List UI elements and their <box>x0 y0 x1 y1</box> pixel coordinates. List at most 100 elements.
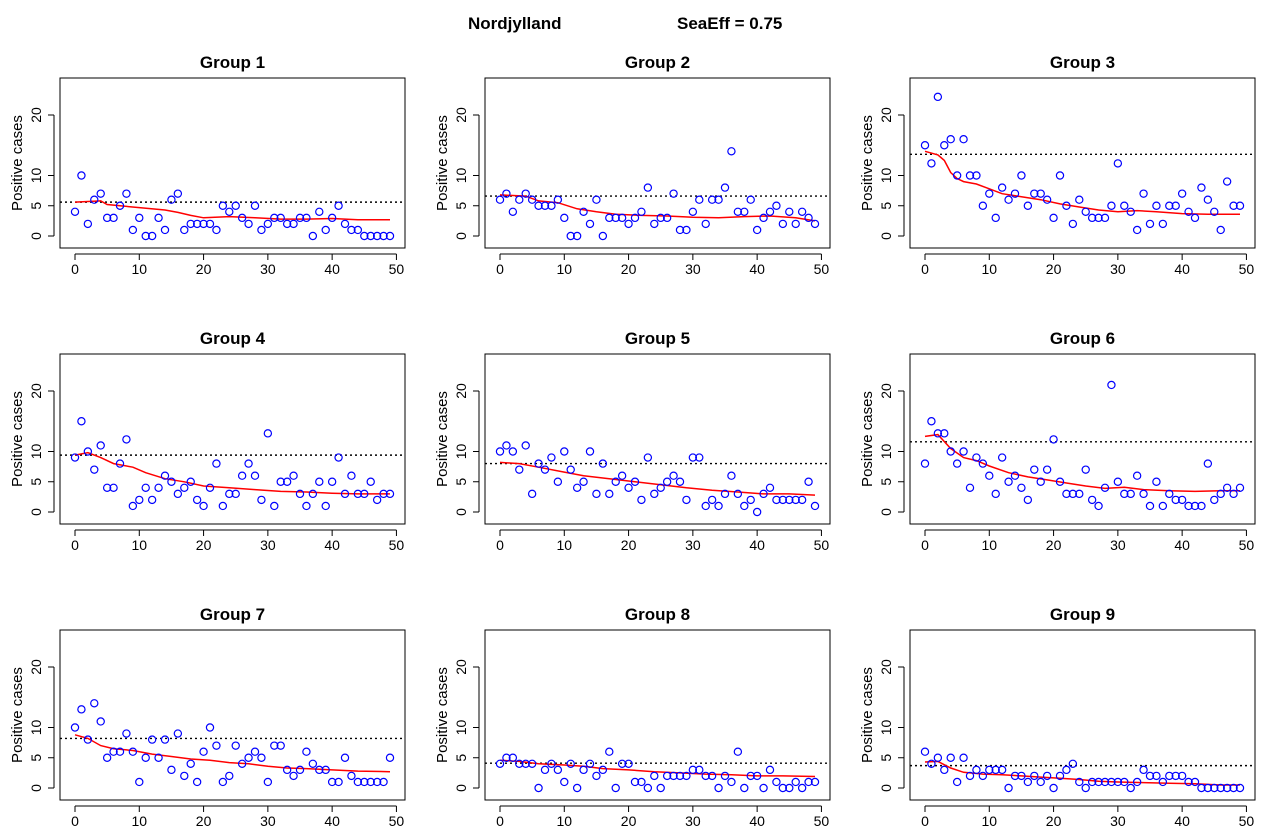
data-point <box>553 765 563 775</box>
data-point <box>534 459 543 468</box>
data-point <box>707 771 717 781</box>
x-tick-label: 50 <box>814 537 830 553</box>
data-point <box>154 483 163 492</box>
data-point <box>1081 783 1090 793</box>
data-point <box>1107 201 1116 210</box>
data-point <box>765 207 775 216</box>
data-point <box>624 759 633 769</box>
data-point <box>122 729 131 738</box>
x-tick-label: 10 <box>981 261 997 277</box>
data-point <box>579 765 588 775</box>
data-point <box>154 753 163 762</box>
data-point <box>1010 189 1020 198</box>
x-tick-label: 20 <box>621 261 637 277</box>
data-point <box>940 765 949 775</box>
data-point <box>598 231 608 241</box>
data-point <box>1030 189 1039 198</box>
data-point <box>946 753 955 762</box>
x-tick-label: 20 <box>1046 537 1062 553</box>
data-point <box>611 783 620 793</box>
data-point <box>701 771 710 781</box>
y-tick-label: 5 <box>28 202 44 210</box>
data-point <box>276 477 285 486</box>
data-point <box>1203 195 1213 204</box>
data-point <box>727 147 736 156</box>
data-point <box>218 201 228 210</box>
data-point <box>508 447 518 456</box>
data-point <box>218 501 228 511</box>
data-point <box>360 489 369 499</box>
data-point <box>765 483 775 492</box>
data-point <box>102 213 112 223</box>
data-point <box>804 213 813 223</box>
data-point <box>675 225 685 235</box>
data-point <box>160 225 170 235</box>
data-point <box>1177 771 1187 781</box>
data-point <box>1094 213 1103 223</box>
data-point <box>746 495 755 505</box>
data-point <box>276 213 285 223</box>
data-point <box>1081 207 1090 216</box>
data-point <box>579 477 588 486</box>
data-point <box>946 447 955 456</box>
data-point <box>205 483 215 492</box>
data-point <box>1107 777 1116 787</box>
data-point <box>385 231 395 241</box>
x-tick-label: 20 <box>196 537 212 553</box>
x-tick-label: 30 <box>685 261 701 277</box>
data-point <box>611 213 620 223</box>
data-point <box>263 777 273 787</box>
data-point <box>797 207 807 216</box>
data-point <box>1139 765 1148 775</box>
data-point <box>315 477 324 486</box>
data-point <box>675 477 685 486</box>
panel-title: Group 5 <box>625 329 690 348</box>
data-point <box>785 495 794 505</box>
data-point <box>186 477 195 486</box>
data-point <box>617 213 627 223</box>
data-point <box>1184 777 1193 787</box>
data-point <box>617 471 627 480</box>
data-point <box>83 447 93 456</box>
x-tick-label: 10 <box>556 813 572 826</box>
data-point <box>752 771 762 781</box>
data-point <box>1042 771 1052 781</box>
data-point <box>598 459 608 468</box>
data-point <box>521 759 530 769</box>
data-point <box>295 489 305 499</box>
x-tick-label: 20 <box>1046 813 1062 826</box>
data-point <box>810 219 820 229</box>
data-point <box>1190 777 1200 787</box>
data-point <box>695 765 704 775</box>
data-point <box>997 183 1007 192</box>
data-point <box>135 213 144 223</box>
data-point <box>372 495 382 505</box>
data-point <box>379 231 388 241</box>
data-point <box>192 219 202 229</box>
data-point <box>521 441 530 450</box>
data-point <box>740 207 749 216</box>
x-tick-label: 10 <box>981 537 997 553</box>
data-point <box>547 759 556 769</box>
data-point <box>83 219 93 229</box>
data-point <box>231 201 240 210</box>
y-tick-label: 0 <box>28 784 44 792</box>
data-point <box>1145 219 1155 229</box>
y-tick-label: 5 <box>878 754 894 762</box>
data-point <box>1229 783 1238 793</box>
data-point <box>1145 771 1155 781</box>
trend-line <box>924 150 1240 215</box>
data-point <box>707 195 717 204</box>
x-tick-label: 50 <box>389 537 405 553</box>
data-point <box>1210 495 1219 505</box>
data-point <box>276 741 285 750</box>
data-point <box>1126 783 1135 793</box>
data-point <box>141 231 150 241</box>
data-point <box>810 501 820 511</box>
data-point <box>791 495 800 505</box>
data-point <box>527 489 537 499</box>
data-point <box>109 483 118 492</box>
data-point <box>495 759 505 769</box>
data-point <box>1055 171 1065 180</box>
x-tick-label: 0 <box>71 813 79 826</box>
